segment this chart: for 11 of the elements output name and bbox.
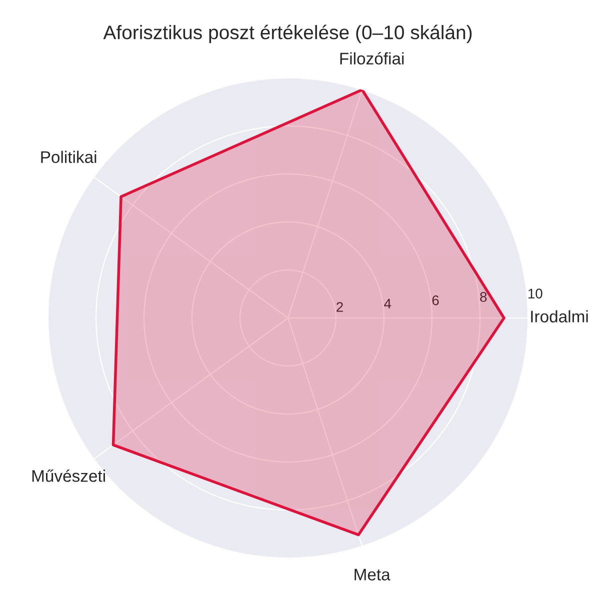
y-tick-label: 10 <box>528 288 542 299</box>
spoke-label: Művészeti <box>32 469 105 482</box>
spoke-label: Irodalmi <box>531 310 588 322</box>
y-tick-label: 2 <box>336 302 343 312</box>
spoke-label: Politikai <box>41 150 96 164</box>
spoke-label: Meta <box>354 568 390 580</box>
spoke-label: Filozófiai <box>340 52 404 64</box>
chart-title: Aforisztikus poszt értékelése (0–10 skálán) <box>103 24 472 44</box>
y-tick-label: 4 <box>384 298 392 308</box>
y-tick-label: 6 <box>432 295 439 306</box>
y-tick-label: 8 <box>480 292 487 302</box>
